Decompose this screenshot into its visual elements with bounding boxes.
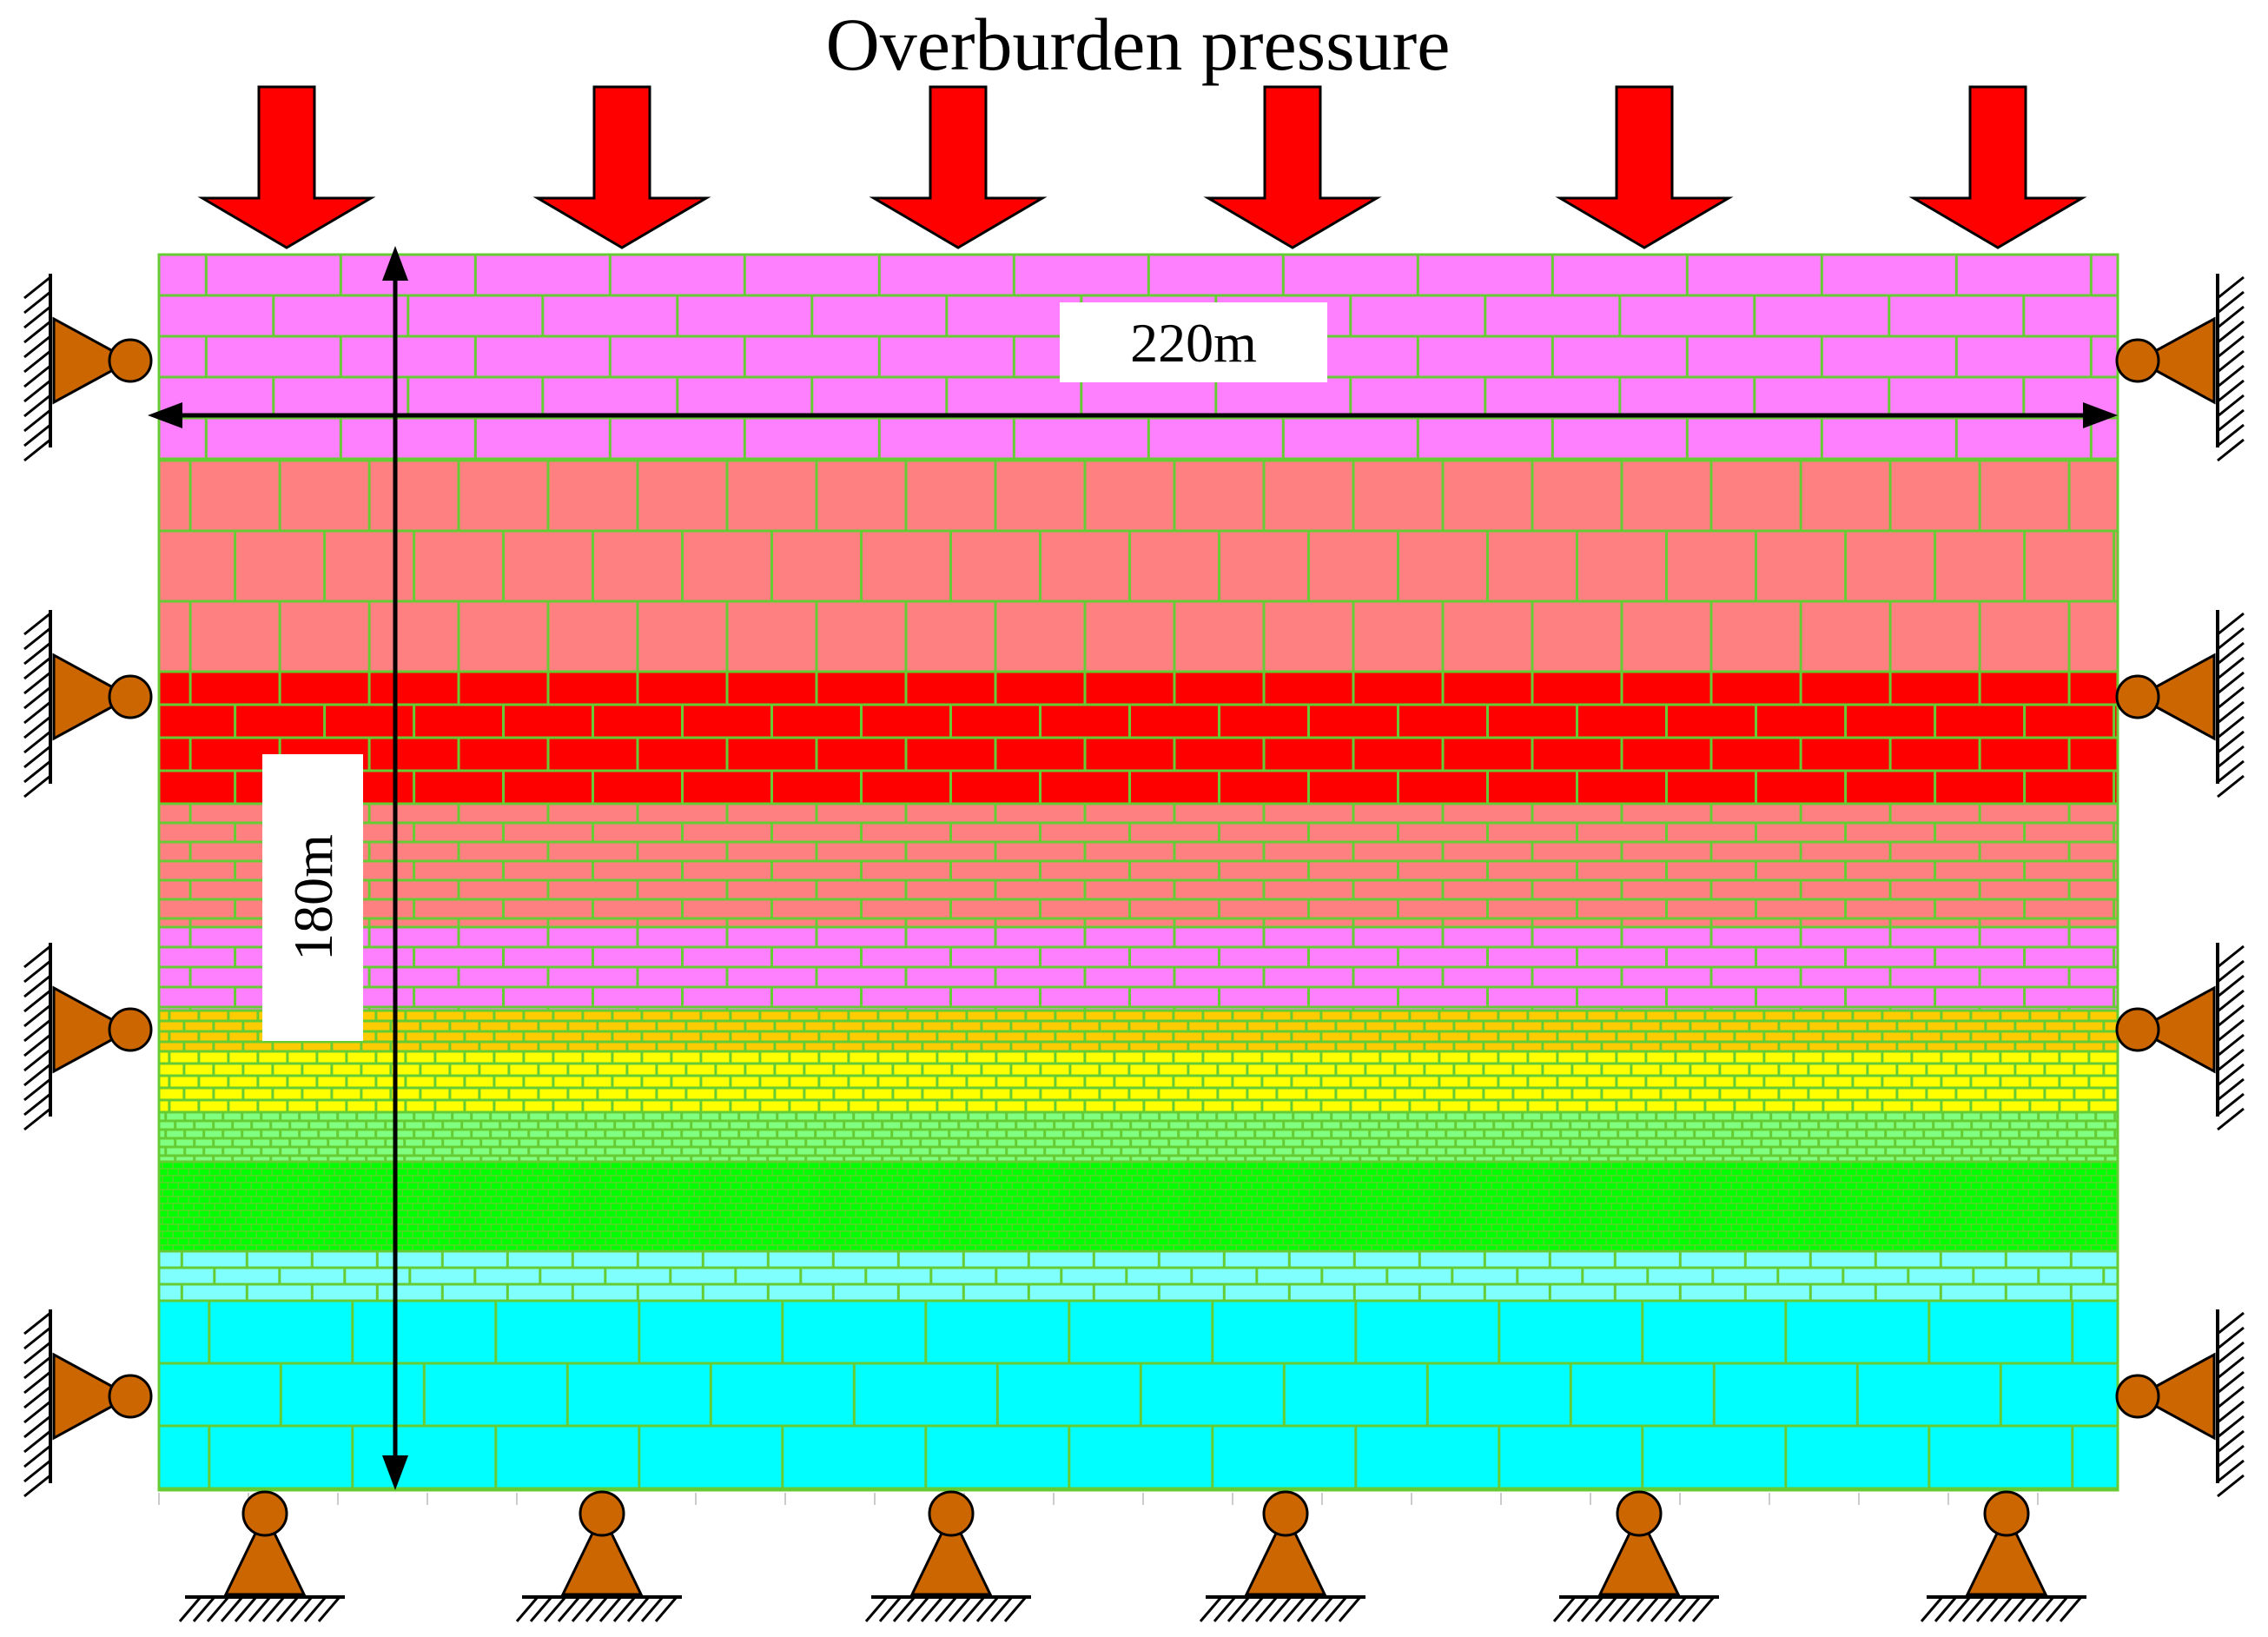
left-roller-supports <box>23 274 153 1498</box>
roller-support-icon <box>864 1490 1031 1622</box>
width-label-box <box>1060 302 1327 382</box>
roller-support-icon <box>23 1309 153 1498</box>
stratum-layer <box>159 1110 2118 1163</box>
roller-support-icon <box>1199 1490 1365 1622</box>
roller-support-icon <box>2115 274 2245 462</box>
pressure-arrows <box>197 85 2087 249</box>
stratum-layer <box>159 670 2118 805</box>
right-roller-supports <box>2115 274 2245 1498</box>
bottom-roller-supports <box>178 1490 2086 1622</box>
stratum-layer <box>159 802 2118 929</box>
height-label-box <box>262 754 363 1041</box>
down-arrow-icon <box>1908 85 2087 249</box>
model-strata <box>159 255 2118 1490</box>
bottom-ticks <box>158 1493 2039 1505</box>
roller-support-icon <box>23 610 153 799</box>
stratum-layer <box>159 1249 2118 1302</box>
height-label: 180m <box>282 834 344 961</box>
down-arrow-icon <box>1203 85 1382 249</box>
roller-support-icon <box>23 274 153 462</box>
stratum-layer <box>159 1299 2118 1490</box>
width-label: 220m <box>1130 312 1257 374</box>
stratum-layer <box>159 925 2118 1012</box>
roller-support-icon <box>2115 1309 2245 1498</box>
roller-support-icon <box>515 1490 682 1622</box>
roller-support-icon <box>178 1490 345 1622</box>
down-arrow-icon <box>1555 85 1734 249</box>
width-dimension: 220m <box>148 302 2118 428</box>
roller-support-icon <box>2115 943 2245 1131</box>
height-dimension: 180m <box>262 246 408 1490</box>
down-arrow-icon <box>197 85 376 249</box>
roller-support-icon <box>2115 610 2245 799</box>
stratum-layer <box>159 1160 2118 1252</box>
roller-support-icon <box>1552 1490 1719 1622</box>
stratum-layer <box>159 459 2118 673</box>
stratum-layer <box>159 1050 2118 1114</box>
roller-support-icon <box>1920 1490 2086 1622</box>
stratum-layer <box>159 1009 2118 1053</box>
model-border <box>157 253 2119 1492</box>
down-arrow-icon <box>532 85 711 249</box>
roller-support-icon <box>23 943 153 1131</box>
down-arrow-icon <box>869 85 1048 249</box>
diagram-title: Overburden pressure <box>826 3 1451 86</box>
